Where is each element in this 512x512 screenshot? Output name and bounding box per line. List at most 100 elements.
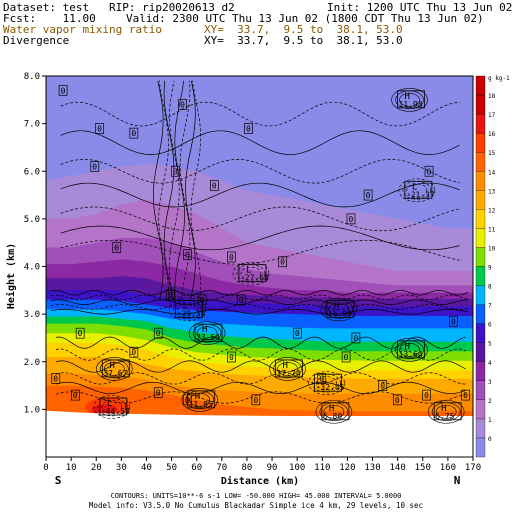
- axes: 0 10 20 30 40 50 60 70 80 90 100 110 120 130 140 150 160…: [24, 72, 481, 473]
- divergence-contour: [399, 93, 420, 107]
- divergence-contour: [50, 309, 469, 315]
- extremum-letter: H: [441, 404, 446, 414]
- zero-contour-box: [95, 123, 105, 134]
- x-tick-label: 40: [141, 463, 152, 473]
- zero-contour-label: 0: [424, 391, 429, 400]
- y-tick-label: 8.0: [24, 72, 40, 82]
- zero-contour-box: [346, 213, 356, 225]
- extremum-box: [194, 323, 223, 342]
- zero-contour-box: [170, 165, 180, 177]
- extremum-letter: H: [202, 325, 207, 335]
- colorbar-label: 8: [488, 284, 492, 291]
- contour-info-line: CONTOURS: UNITS=10**-6 s-1 LOW= -50.000 …: [111, 492, 402, 500]
- extremum-box: [404, 180, 433, 199]
- y-tick-label: 3.0: [24, 310, 40, 320]
- divergence-contour: [312, 373, 341, 393]
- divergence-contour: [323, 404, 345, 419]
- extremum-letter: H: [195, 392, 200, 402]
- extremum-value: 6.75: [435, 412, 454, 421]
- colorbar-swatch: [475, 152, 486, 172]
- zero-contour-box: [341, 351, 351, 363]
- extremum-letter: H: [283, 361, 288, 371]
- y-tick-label: 5.0: [24, 215, 40, 225]
- zero-contour-box: [90, 161, 100, 172]
- colorbar-swatch: [475, 361, 486, 381]
- zero-contour-box: [75, 327, 85, 339]
- divergence-contour: [173, 300, 202, 319]
- y-tick-label: 1.0: [24, 405, 40, 415]
- zero-contour-label: 0: [353, 334, 358, 343]
- colorbar-label: 1: [488, 417, 492, 424]
- extremum-value: 17.74: [277, 369, 301, 378]
- colorbar-swatch: [475, 266, 486, 286]
- zero-contour-box: [183, 249, 192, 260]
- extremum-letter: L: [183, 301, 188, 311]
- colorbar-swatch: [475, 247, 486, 267]
- colorbar-label: 11: [488, 226, 496, 233]
- divergence-contour: [50, 304, 469, 310]
- colorbar-swatch: [475, 75, 486, 96]
- extremum-box: [275, 359, 303, 378]
- extremum-box: [175, 299, 203, 318]
- extremum-box: [101, 359, 130, 378]
- zero-contour-label: 0: [92, 162, 97, 171]
- x-tick-label: 130: [364, 463, 380, 473]
- colorbar-label: 17: [488, 112, 496, 119]
- zero-contour-box: [153, 387, 163, 399]
- zero-contour-label: 0: [78, 329, 83, 338]
- zero-contour-label: 0: [246, 124, 251, 133]
- x-tick-label: 100: [289, 463, 305, 473]
- zero-contour-label: 0: [349, 215, 354, 224]
- zero-contour-box: [424, 165, 434, 177]
- colorbar-label: 12: [488, 207, 496, 214]
- y-tick-label: 2.0: [24, 358, 40, 368]
- extremum-value: 11.98: [399, 100, 423, 109]
- zero-contour-box: [129, 127, 139, 139]
- divergence-contour: [391, 338, 428, 362]
- zero-contour-box: [153, 327, 163, 339]
- extremum-letter: L: [107, 399, 112, 409]
- divergence-contour: [308, 371, 345, 395]
- zero-contour-box: [197, 294, 207, 306]
- colorbar-label: 14: [488, 169, 496, 176]
- y-tick-label: 4.0: [24, 263, 40, 273]
- zero-contour-box: [393, 394, 402, 406]
- field2-label: Divergence: [3, 34, 70, 47]
- extremum-box: [397, 90, 425, 109]
- extremum-value: -32.45: [316, 383, 345, 392]
- divergence-contour: [101, 400, 123, 414]
- divergence-contour: [50, 289, 469, 296]
- extremum-letter: H: [109, 361, 114, 371]
- x-tick-label: 30: [116, 463, 127, 473]
- zero-contour-label: 0: [61, 86, 66, 95]
- zero-contour-label: 0: [319, 374, 324, 383]
- divergence-contour: [188, 321, 226, 345]
- forecast-hour-label: Fcst: 11.00: [3, 12, 96, 25]
- colorbar-swatch: [475, 209, 486, 229]
- y-tick-label: 7.0: [24, 120, 40, 130]
- zero-contour-label: 0: [156, 329, 161, 338]
- x-tick-label: 70: [216, 463, 227, 473]
- zero-contour-box: [461, 389, 471, 401]
- colorbar-label: 3: [488, 379, 492, 386]
- zero-contour-box: [251, 394, 261, 406]
- y-axis-title: Height (km): [5, 243, 17, 309]
- zero-contour-box: [317, 373, 327, 384]
- colorbar-label: 4: [488, 360, 492, 367]
- model-info-line: Model info: V3.5.0 No Cumulus Blackadar …: [89, 501, 423, 510]
- dataset-label: Dataset: test RIP: rip20020613 d2: [3, 1, 235, 14]
- zero-contour-box: [70, 389, 80, 401]
- divergence-contour: [93, 395, 131, 419]
- zero-contour-label: 0: [212, 182, 217, 191]
- divergence-contour: [163, 80, 175, 300]
- colorbar-label: 10: [488, 245, 496, 252]
- colorbar-swatch: [475, 304, 486, 324]
- divergence-contour: [60, 159, 460, 184]
- zero-contour-box: [227, 251, 236, 263]
- zero-contour-box: [112, 242, 122, 253]
- colorbar-swatch: [475, 190, 486, 210]
- colorbar-swatch: [475, 342, 486, 362]
- zero-contour-box: [422, 389, 431, 401]
- divergence-contour: [50, 299, 469, 305]
- x-tick-label: 90: [267, 463, 278, 473]
